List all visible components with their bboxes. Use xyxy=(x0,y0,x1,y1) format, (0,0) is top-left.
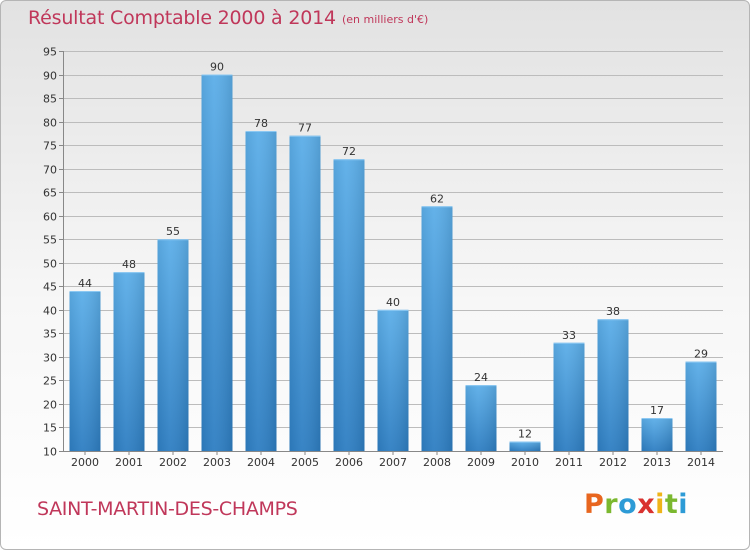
y-tick-label: 75 xyxy=(43,140,57,153)
y-tick-label: 65 xyxy=(43,187,57,200)
data-label: 90 xyxy=(210,61,224,74)
x-tick-label: 2009 xyxy=(467,456,495,469)
bar-shade xyxy=(685,361,717,451)
y-tick-label: 80 xyxy=(43,117,57,130)
x-tick-label: 2012 xyxy=(599,456,627,469)
x-tick-label: 2007 xyxy=(379,456,407,469)
y-tick-label: 60 xyxy=(43,211,57,224)
x-tick-label: 2002 xyxy=(159,456,187,469)
data-label: 48 xyxy=(122,258,136,271)
x-tick-label: 2006 xyxy=(335,456,363,469)
y-tick-label: 45 xyxy=(43,281,57,294)
y-tick-label: 35 xyxy=(43,328,57,341)
bar-shade xyxy=(157,239,189,451)
x-tick-label: 2001 xyxy=(115,456,143,469)
data-label: 72 xyxy=(342,145,356,158)
y-tick-label: 15 xyxy=(43,422,57,435)
y-tick-label: 25 xyxy=(43,375,57,388)
chart-title: Résultat Comptable 2000 à 2014 xyxy=(28,7,336,29)
bar-shade xyxy=(201,74,233,451)
bar-shade xyxy=(333,159,365,451)
logo-letter: t xyxy=(664,489,679,520)
chart-subtitle: (en milliers d'€) xyxy=(342,13,429,26)
bar-shade xyxy=(509,441,541,451)
data-label: 40 xyxy=(386,296,400,309)
labels-layer: 10 15 20 25 30 35 40 45 50 55 60 65 70 75 80 85 90 95 44 20… xyxy=(43,46,715,470)
bar-shade xyxy=(465,385,497,451)
y-tick-label: 55 xyxy=(43,234,57,247)
bar-shade xyxy=(597,319,629,451)
logo-letter: r xyxy=(604,489,619,520)
y-tick-label: 10 xyxy=(43,446,57,459)
commune-name: SAINT-MARTIN-DES-CHAMPS xyxy=(37,498,298,520)
x-tick-label: 2005 xyxy=(291,456,319,469)
x-tick-label: 2000 xyxy=(71,456,99,469)
bar-shade xyxy=(421,206,453,451)
bar-shade xyxy=(377,309,409,451)
data-label: 38 xyxy=(606,305,620,318)
y-tick-label: 85 xyxy=(43,93,57,106)
data-label: 33 xyxy=(562,329,576,342)
bar-shade xyxy=(113,272,145,451)
data-label: 44 xyxy=(78,277,92,290)
x-tick-label: 2011 xyxy=(555,456,583,469)
y-tick-label: 50 xyxy=(43,258,57,271)
logo-letter: i xyxy=(678,489,689,520)
bar-shade xyxy=(69,291,101,451)
y-tick-label: 30 xyxy=(43,352,57,365)
data-label: 24 xyxy=(474,371,488,384)
bar-shade xyxy=(641,418,673,451)
data-label: 62 xyxy=(430,192,444,205)
data-label: 55 xyxy=(166,225,180,238)
data-label: 78 xyxy=(254,117,268,130)
logo-letter: i xyxy=(655,489,665,520)
y-tick-label: 95 xyxy=(43,46,57,59)
y-tick-label: 40 xyxy=(43,305,57,318)
logo-letter: o xyxy=(618,489,638,520)
x-tick-label: 2013 xyxy=(643,456,671,469)
data-label: 77 xyxy=(298,122,312,135)
x-tick-label: 2008 xyxy=(423,456,451,469)
bar-shade xyxy=(553,342,585,451)
logo-letter: x xyxy=(637,489,656,520)
data-label: 29 xyxy=(694,348,708,361)
y-tick-label: 20 xyxy=(43,399,57,412)
bar-shade xyxy=(289,135,321,452)
bar-shade xyxy=(245,131,277,451)
x-tick-label: 2014 xyxy=(687,456,715,469)
logo-letter: P xyxy=(584,489,605,520)
proxiti-logo: Proxiti xyxy=(584,489,688,520)
y-tick-label: 70 xyxy=(43,164,57,177)
y-tick-label: 90 xyxy=(43,70,57,83)
x-tick-label: 2004 xyxy=(247,456,275,469)
x-tick-label: 2010 xyxy=(511,456,539,469)
bars-layer xyxy=(69,74,717,452)
data-label: 12 xyxy=(518,428,532,441)
x-tick-label: 2003 xyxy=(203,456,231,469)
data-label: 17 xyxy=(650,404,664,417)
